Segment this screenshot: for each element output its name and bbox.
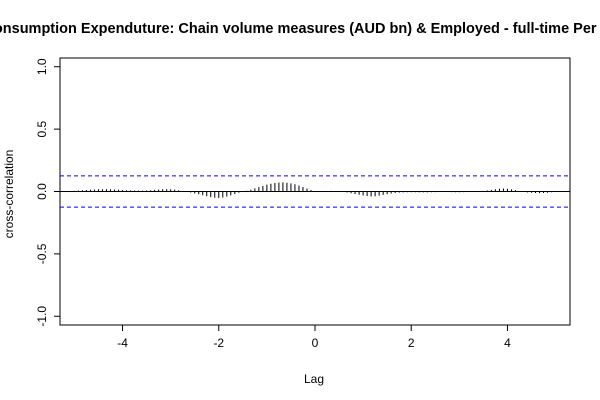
plot-area: -4 -2 0 2 4 -1.0 -0.5 0.0 0.5 1.0	[35, 57, 571, 350]
y-tick-label: -1.0	[35, 306, 49, 327]
x-tick-label: 4	[504, 336, 511, 350]
x-tick-label: -4	[117, 336, 128, 350]
y-tick-label: -0.5	[35, 243, 49, 264]
x-tick-label: -2	[213, 336, 224, 350]
x-axis-label: Lag	[304, 372, 324, 386]
x-tick-label: 0	[312, 336, 319, 350]
y-tick-label: 0.0	[35, 183, 49, 200]
x-tick-label: 2	[408, 336, 415, 350]
y-tick-label: 0.5	[35, 120, 49, 137]
y-tick-label: 1.0	[35, 58, 49, 75]
y-axis-label: cross-correlation	[2, 150, 16, 239]
chart-title: Consumption Expenduture: Chain volume me…	[0, 21, 597, 37]
